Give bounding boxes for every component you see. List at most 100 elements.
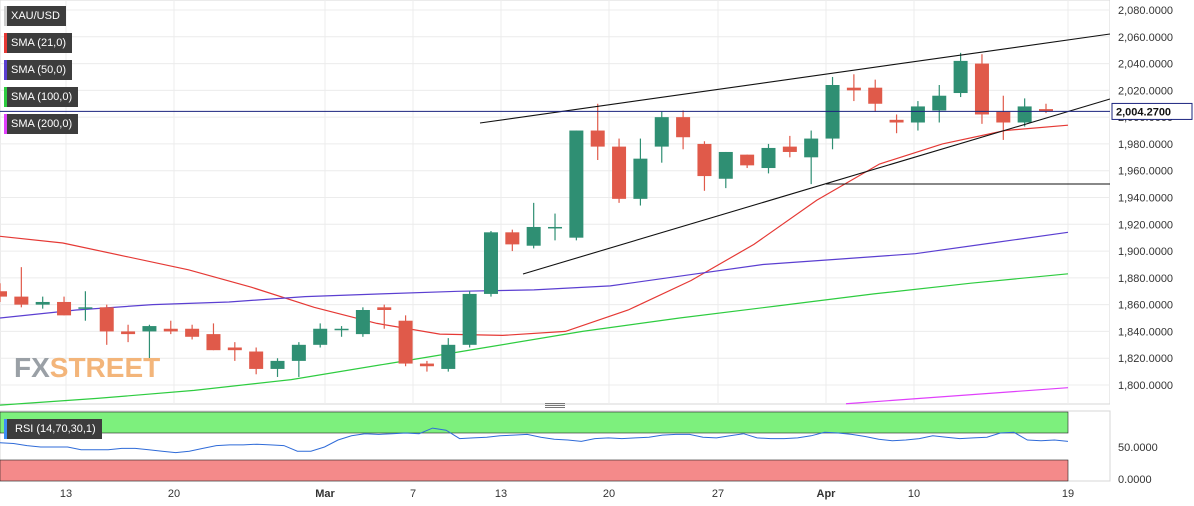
candle <box>676 110 691 150</box>
candle-body <box>377 307 392 310</box>
candle <box>654 111 669 163</box>
candle <box>868 79 883 112</box>
candle-body <box>612 146 627 199</box>
candle-body <box>227 347 242 351</box>
legend-sma50[interactable]: SMA (50,0) <box>4 60 73 80</box>
candle-body <box>270 360 285 369</box>
candle-body <box>676 117 691 138</box>
candle <box>78 291 93 321</box>
price-tick-label: 1,800.0000 <box>1118 380 1173 392</box>
candle-body <box>313 328 328 345</box>
time-tick-label: 19 <box>1062 488 1074 500</box>
rsi-tick-0: 0.0000 <box>1118 474 1152 486</box>
candle <box>377 304 392 329</box>
candle-body <box>163 328 178 332</box>
candle <box>953 52 968 98</box>
legend-sma100[interactable]: SMA (100,0) <box>4 87 79 107</box>
candle <box>526 202 541 249</box>
sma100-line <box>0 273 1069 406</box>
candle <box>996 95 1011 140</box>
candle <box>185 324 200 340</box>
candle <box>505 229 520 252</box>
candle <box>206 323 221 351</box>
candle-body <box>121 331 136 335</box>
candle-body <box>462 293 477 345</box>
candle <box>142 324 157 361</box>
time-tick-label: 7 <box>410 488 416 500</box>
candle <box>313 323 328 348</box>
lower-trendline <box>522 98 1111 275</box>
candle-body <box>697 143 712 177</box>
legend-sma100-label: SMA (100,0) <box>11 91 73 103</box>
candle <box>121 324 136 343</box>
sma21-line <box>0 124 1069 337</box>
candle-body <box>932 95 947 111</box>
candle <box>249 347 264 375</box>
logo-street: STREET <box>49 352 161 383</box>
price-tick-label: 2,020.0000 <box>1118 85 1173 97</box>
price-axis: 2,080.0000 2,060.0000 2,040.0000 2,020.0000… <box>1110 0 1194 506</box>
candle-body <box>718 151 733 179</box>
candle-body <box>889 119 904 123</box>
axis-background <box>1110 0 1194 506</box>
candle-body <box>548 226 563 229</box>
time-tick-label: 27 <box>712 488 724 500</box>
price-tick-label: 1,820.0000 <box>1118 353 1173 365</box>
price-tick-label: 1,880.0000 <box>1118 273 1173 285</box>
candle-body <box>910 106 925 123</box>
candle-body <box>1017 106 1032 123</box>
candle <box>1017 98 1032 127</box>
candle-body <box>654 117 669 147</box>
trend-lines <box>0 33 1111 275</box>
candle-body <box>249 351 264 369</box>
candle <box>462 291 477 348</box>
candle-body <box>569 130 584 238</box>
panel-splitter-handle[interactable] <box>545 403 565 409</box>
candle-body <box>419 363 434 367</box>
candlesticks <box>0 52 1053 377</box>
candle <box>846 74 861 102</box>
rsi-oversold-zone <box>0 459 1069 482</box>
candle-body <box>441 344 456 369</box>
candle <box>548 213 563 241</box>
price-tick-label: 1,920.0000 <box>1118 219 1173 231</box>
candle-body <box>590 130 605 147</box>
fxstreet-logo: FXSTREET <box>14 352 160 384</box>
legend-sma200-label: SMA (200,0) <box>11 118 73 130</box>
price-tick-label: 1,940.0000 <box>1118 193 1173 205</box>
candle <box>57 296 72 316</box>
candle-body <box>483 232 498 294</box>
candle <box>825 76 840 150</box>
candle <box>590 103 605 160</box>
candle <box>483 230 498 297</box>
candle <box>740 154 755 169</box>
price-tick-label: 1,900.0000 <box>1118 246 1173 258</box>
legend-xauusd[interactable]: XAU/USD <box>4 6 66 26</box>
candle <box>291 342 306 377</box>
candle-body <box>761 147 776 169</box>
legend-sma21[interactable]: SMA (21,0) <box>4 33 73 53</box>
legend-rsi[interactable]: RSI (14,70,30,1) <box>4 419 102 439</box>
candle <box>697 141 712 191</box>
time-tick-label: 13 <box>60 488 72 500</box>
legend-xauusd-label: XAU/USD <box>11 10 60 22</box>
candle <box>334 326 349 337</box>
legend-sma200[interactable]: SMA (200,0) <box>4 114 79 134</box>
candle <box>718 151 733 189</box>
candle-body <box>78 307 93 309</box>
candle <box>782 135 797 158</box>
candle-body <box>974 63 989 115</box>
candle <box>889 114 904 134</box>
time-tick-label: 13 <box>495 488 507 500</box>
rsi-tick-50: 50.0000 <box>1118 442 1158 454</box>
rsi-panel: 50.0000 0.0000 <box>0 410 1158 486</box>
candle <box>804 130 819 185</box>
legend-rsi-label: RSI (14,70,30,1) <box>15 423 96 435</box>
candle-body <box>846 87 861 91</box>
candle-body <box>99 307 114 332</box>
current-price-box <box>1111 102 1193 120</box>
candle <box>910 101 925 131</box>
candle-body <box>206 334 221 351</box>
candle <box>612 138 627 203</box>
